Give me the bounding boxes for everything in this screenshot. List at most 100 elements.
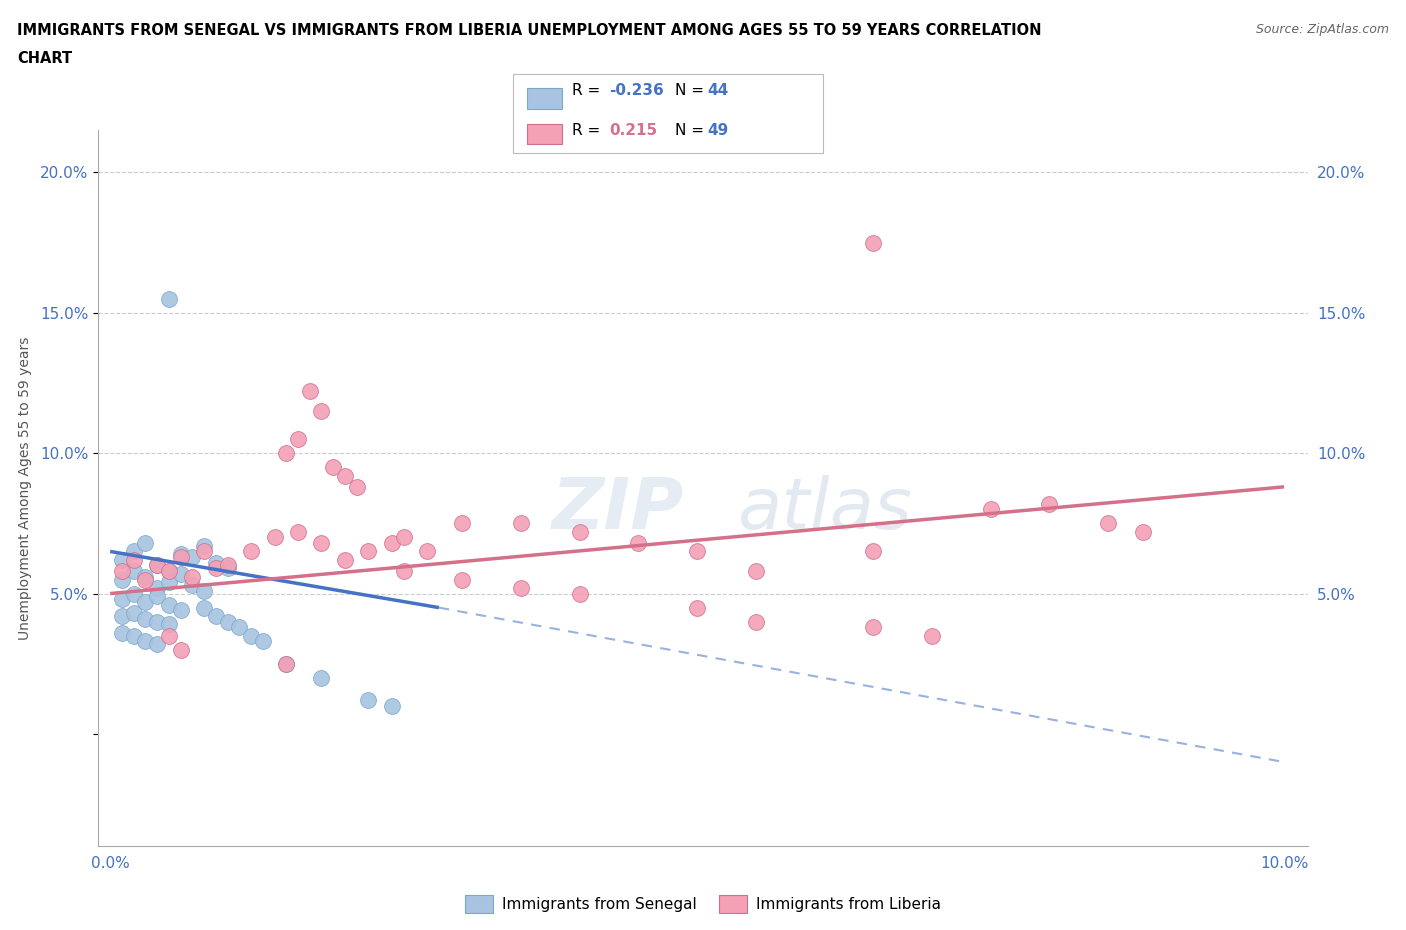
Point — [134, 634, 156, 649]
Point — [451, 516, 474, 531]
Text: -0.236: -0.236 — [609, 83, 664, 98]
Point — [146, 558, 169, 573]
Point — [862, 544, 884, 559]
Text: N =: N = — [675, 123, 709, 138]
Point — [322, 459, 344, 474]
Text: atlas: atlas — [737, 475, 911, 544]
Point — [193, 600, 215, 615]
Point — [111, 572, 134, 587]
Point — [217, 558, 239, 573]
Point — [686, 600, 709, 615]
Point — [287, 525, 309, 539]
Point — [134, 572, 156, 587]
Point — [392, 564, 415, 578]
Point — [122, 552, 145, 567]
Point — [311, 404, 333, 418]
Point — [204, 555, 226, 570]
Point — [510, 580, 533, 595]
Point — [333, 468, 356, 483]
Point — [1132, 525, 1154, 539]
Point — [169, 643, 191, 658]
Point — [311, 536, 333, 551]
Text: ZIP: ZIP — [553, 475, 685, 544]
Point — [240, 629, 263, 644]
Point — [451, 572, 474, 587]
Point — [122, 564, 145, 578]
Point — [134, 536, 156, 551]
Point — [510, 516, 533, 531]
Point — [204, 608, 226, 623]
Point — [134, 594, 156, 609]
Text: R =: R = — [572, 83, 606, 98]
Point — [111, 591, 134, 606]
Point — [111, 626, 134, 641]
Point — [111, 564, 134, 578]
Legend: Immigrants from Senegal, Immigrants from Liberia: Immigrants from Senegal, Immigrants from… — [457, 887, 949, 921]
Point — [357, 544, 380, 559]
Point — [568, 586, 591, 601]
Point — [745, 614, 768, 629]
Point — [381, 536, 404, 551]
Point — [333, 552, 356, 567]
Point — [122, 544, 145, 559]
Point — [169, 547, 191, 562]
Point — [627, 536, 650, 551]
Text: IMMIGRANTS FROM SENEGAL VS IMMIGRANTS FROM LIBERIA UNEMPLOYMENT AMONG AGES 55 TO: IMMIGRANTS FROM SENEGAL VS IMMIGRANTS FR… — [17, 23, 1042, 38]
Text: R =: R = — [572, 123, 606, 138]
Point — [146, 558, 169, 573]
Point — [193, 544, 215, 559]
Point — [311, 671, 333, 685]
Text: 44: 44 — [707, 83, 728, 98]
Point — [122, 605, 145, 620]
Y-axis label: Unemployment Among Ages 55 to 59 years: Unemployment Among Ages 55 to 59 years — [18, 337, 32, 640]
Point — [204, 561, 226, 576]
Point — [276, 657, 298, 671]
Point — [193, 583, 215, 598]
Point — [287, 432, 309, 446]
Point — [157, 291, 180, 306]
Point — [568, 525, 591, 539]
Point — [111, 552, 134, 567]
Point — [146, 637, 169, 652]
Point — [252, 634, 274, 649]
Point — [111, 608, 134, 623]
Point — [276, 445, 298, 460]
Point — [1097, 516, 1119, 531]
Point — [157, 629, 180, 644]
Point — [146, 589, 169, 604]
Point — [169, 603, 191, 618]
Point — [298, 384, 321, 399]
Point — [217, 561, 239, 576]
Point — [228, 619, 250, 634]
Point — [980, 502, 1002, 517]
Point — [134, 569, 156, 584]
Point — [862, 235, 884, 250]
Point — [193, 538, 215, 553]
Point — [346, 479, 368, 494]
Point — [181, 578, 204, 592]
Point — [157, 597, 180, 612]
Point — [1038, 497, 1060, 512]
Text: Source: ZipAtlas.com: Source: ZipAtlas.com — [1256, 23, 1389, 36]
Point — [381, 698, 404, 713]
Point — [276, 657, 298, 671]
Point — [157, 617, 180, 631]
Point — [157, 564, 180, 578]
Point — [146, 580, 169, 595]
Point — [921, 629, 943, 644]
Point — [122, 586, 145, 601]
Point — [181, 550, 204, 565]
Point — [392, 530, 415, 545]
Point — [263, 530, 285, 545]
Point — [169, 550, 191, 565]
Point — [169, 566, 191, 581]
Text: CHART: CHART — [17, 51, 72, 66]
Point — [157, 575, 180, 590]
Point — [217, 614, 239, 629]
Point — [686, 544, 709, 559]
Text: 49: 49 — [707, 123, 728, 138]
Text: N =: N = — [675, 83, 709, 98]
Point — [122, 629, 145, 644]
Point — [157, 564, 180, 578]
Point — [357, 693, 380, 708]
